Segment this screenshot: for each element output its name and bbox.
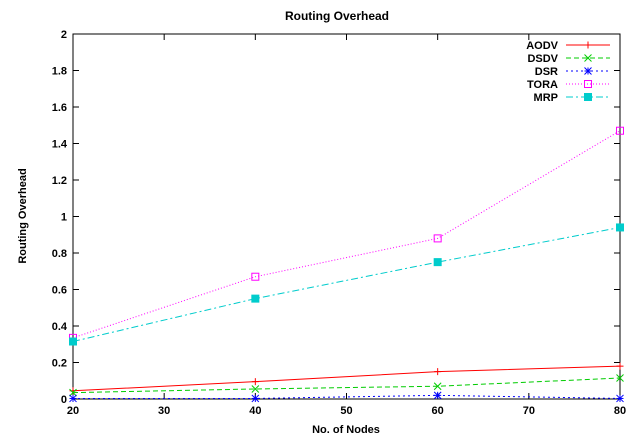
data-point-mrp (69, 337, 77, 346)
legend-marker-tora (584, 80, 592, 88)
x-tick-label: 80 (614, 405, 626, 417)
series-layer (69, 126, 624, 403)
data-point-dsdv (69, 388, 77, 397)
data-point-dsdv (251, 385, 260, 393)
y-tick-label: 0.8 (52, 248, 67, 260)
y-tick-label: 0.6 (52, 285, 67, 297)
y-tick-label: 0.4 (52, 321, 68, 333)
data-point-mrp (251, 294, 260, 303)
y-tick-label: 1.2 (52, 175, 67, 187)
x-tick-label: 70 (523, 405, 535, 417)
legend-label-aodv: AODV (526, 40, 558, 52)
series-line-mrp (72, 226, 621, 342)
series-aodv (69, 362, 624, 395)
data-point-aodv (251, 378, 259, 386)
legend-marker-dsdv (584, 54, 592, 62)
legend-label-dsr: DSR (535, 66, 558, 78)
legend-label-dsdv: DSDV (527, 53, 558, 65)
y-tick-label: 1.4 (52, 139, 68, 151)
y-tick-label: 0 (61, 394, 67, 406)
legend-marker-aodv (584, 41, 592, 49)
x-tick-label: 60 (432, 405, 444, 417)
data-point-dsr (251, 394, 260, 403)
data-point-dsdv (433, 382, 442, 391)
y-axis-label: Routing Overhead (17, 168, 29, 263)
y-tick-label: 2 (61, 29, 67, 41)
data-point-aodv (434, 368, 442, 376)
series-line-dsdv (72, 377, 621, 394)
axis-ticks: 0 0.2 0.4 0.6 0.8 1 1.2 1.4 1.6 1.8 2 20 30 40 50 60 70 8… (52, 29, 626, 417)
data-point-dsr (69, 394, 77, 403)
series-line-aodv (72, 365, 621, 392)
data-point-tora (616, 126, 624, 135)
series-line-tora (72, 130, 621, 339)
data-point-aodv (616, 362, 624, 370)
x-tick-label: 30 (158, 405, 170, 417)
series-mrp (69, 223, 624, 346)
data-point-dsr (616, 394, 624, 403)
data-point-tora (433, 234, 442, 243)
y-tick-label: 0.2 (52, 358, 67, 370)
legend-label-mrp: MRP (534, 92, 558, 104)
series-tora (69, 126, 624, 342)
series-dsr (69, 391, 624, 403)
data-point-dsr (433, 391, 442, 400)
series-line-dsr (73, 394, 621, 399)
x-tick-label: 50 (340, 405, 352, 417)
data-point-mrp (433, 258, 442, 267)
data-point-dsdv (616, 374, 624, 382)
x-tick-label: 40 (249, 405, 261, 417)
x-axis-label: No. of Nodes (312, 424, 380, 436)
legend-marker-dsr (584, 67, 592, 75)
y-tick-label: 1.6 (52, 102, 67, 114)
legend-label-tora: TORA (527, 79, 558, 91)
y-tick-label: 1.8 (52, 66, 67, 78)
y-tick-label: 1 (61, 212, 67, 224)
x-tick-label: 20 (67, 405, 79, 417)
chart-title: Routing Overhead (285, 9, 389, 23)
legend-marker-mrp (584, 93, 592, 101)
data-point-mrp (616, 223, 624, 232)
series-dsdv (69, 374, 624, 397)
data-point-tora (251, 272, 260, 281)
